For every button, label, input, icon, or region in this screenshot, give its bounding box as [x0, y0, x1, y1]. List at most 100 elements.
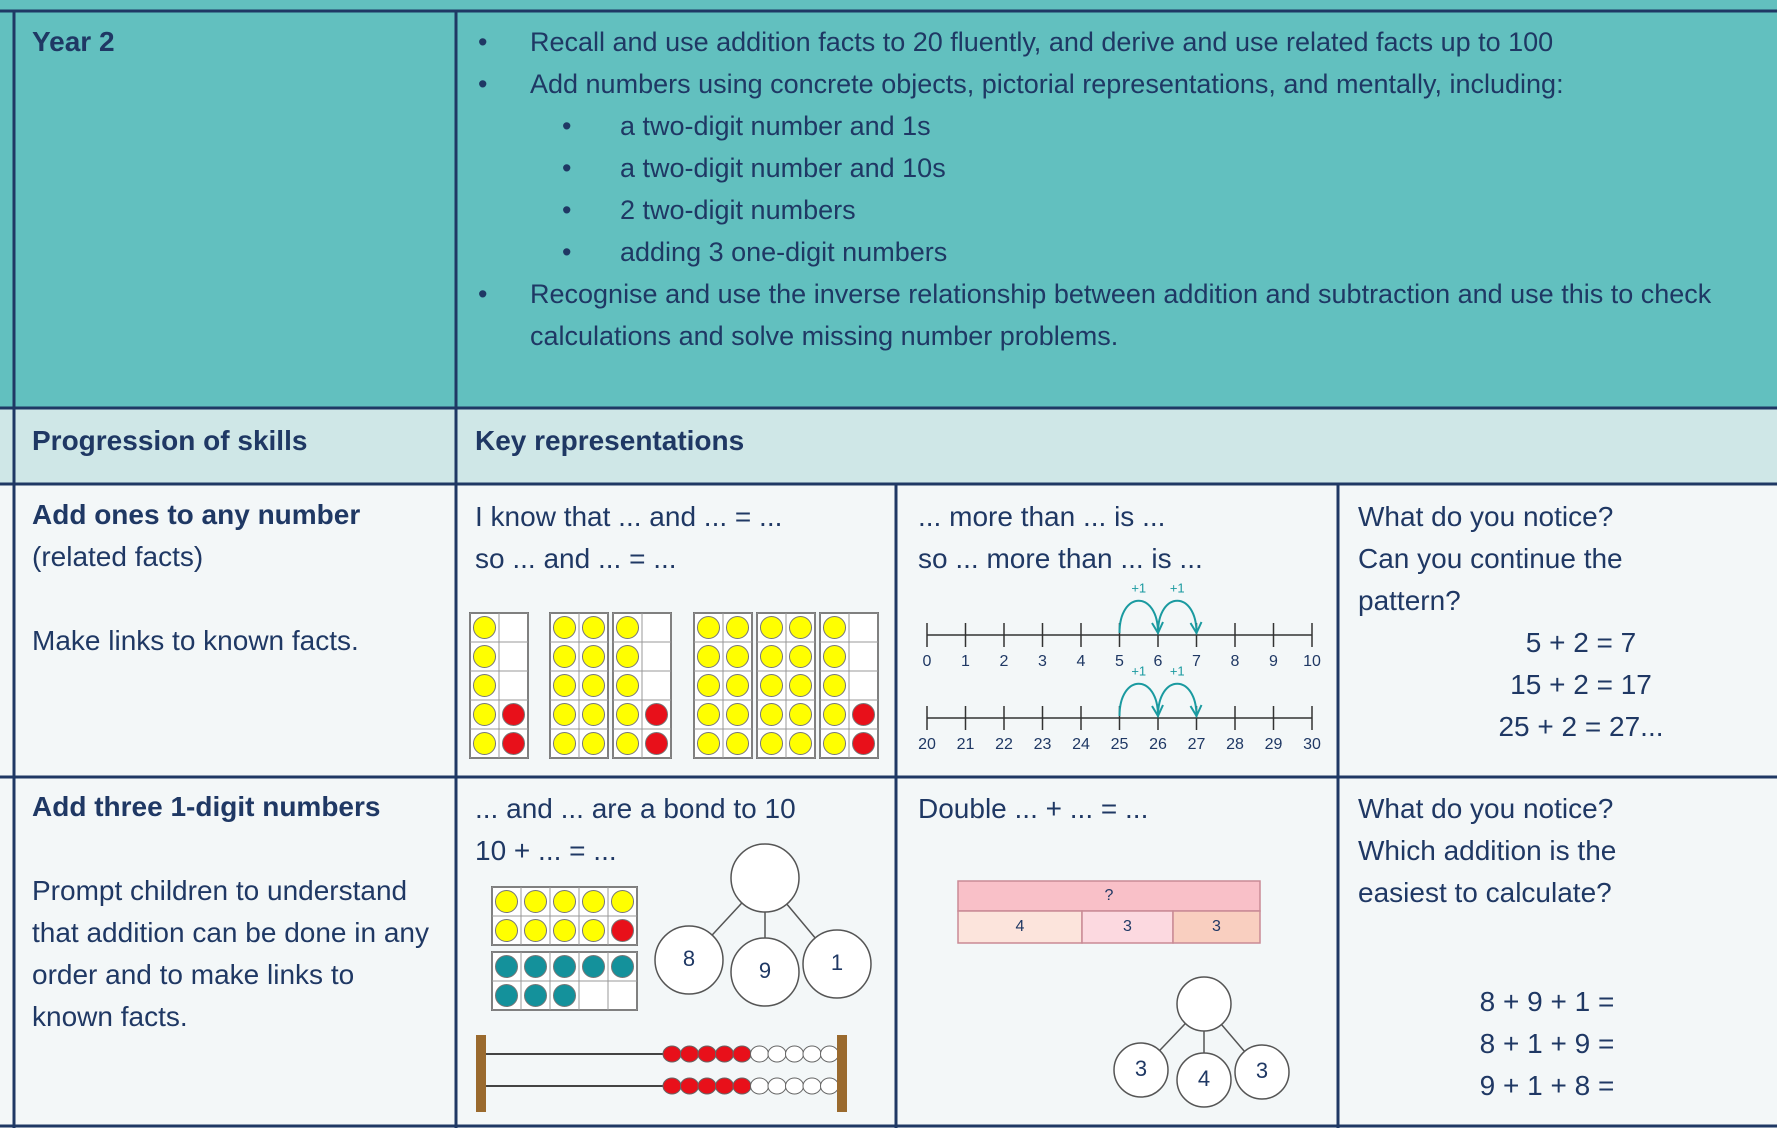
counter	[552, 954, 577, 979]
counter	[788, 673, 813, 698]
subheader-left: Progression of skills	[32, 425, 308, 456]
counter	[581, 918, 606, 943]
abacus-bead	[802, 1045, 822, 1063]
abacus-bead	[785, 1077, 804, 1095]
frame-cell	[607, 980, 638, 1011]
number-line-label: 26	[1149, 736, 1167, 753]
part-value: 9	[759, 958, 771, 983]
skill-cell: Add ones to any number (related facts) Mak…	[32, 494, 442, 662]
abacus-bead	[820, 1045, 839, 1063]
counter	[552, 889, 577, 914]
counter	[822, 644, 847, 669]
frame-cell	[498, 728, 529, 759]
number-line-label: 22	[995, 736, 1013, 753]
equation: 9 + 1 + 8 =	[1479, 1070, 1615, 1101]
number-line-label: 29	[1265, 736, 1283, 753]
bar-part-label: 3	[1212, 918, 1221, 935]
counter	[581, 731, 606, 756]
prompt-line: 10 + ... = ...	[475, 835, 617, 866]
counter	[696, 644, 721, 669]
counter	[472, 673, 497, 698]
jump-arc	[1118, 599, 1159, 634]
equation: 8 + 9 + 1 =	[1479, 986, 1615, 1017]
abacus-bead	[662, 1077, 682, 1095]
bar-part	[1172, 910, 1261, 944]
counter	[822, 731, 847, 756]
counter	[696, 702, 721, 727]
counter	[552, 731, 577, 756]
part-circle	[1234, 1044, 1290, 1100]
number-line-label: 27	[1188, 736, 1206, 753]
skill-detail: Prompt children to understand that addit…	[32, 875, 429, 1032]
part-circle	[1176, 1052, 1232, 1108]
number-line-label: 9	[1269, 653, 1278, 670]
prompt-line: I know that ... and ... = ...	[475, 501, 783, 532]
abacus-bead	[732, 1045, 752, 1063]
counter	[615, 731, 640, 756]
counter	[523, 918, 548, 943]
number-line-label: 25	[1111, 736, 1129, 753]
skill-note: (related facts)	[32, 541, 204, 572]
counter	[788, 644, 813, 669]
counter	[725, 615, 750, 640]
counter	[472, 731, 497, 756]
abacus-bead	[697, 1045, 717, 1063]
abacus-bead	[680, 1045, 699, 1063]
counter	[822, 615, 847, 640]
equation: 15 + 2 = 17	[1510, 669, 1652, 700]
counter	[523, 954, 548, 979]
counter	[581, 644, 606, 669]
counter	[494, 918, 519, 943]
part-circle	[654, 925, 724, 995]
counter	[494, 954, 519, 979]
objective-text: Recognise and use the inverse relationsh…	[530, 279, 1712, 351]
objective: • Recognise and use the inverse relations…	[470, 273, 1775, 357]
frame-cell	[848, 728, 879, 759]
counter	[581, 673, 606, 698]
bullet: •	[562, 153, 572, 183]
equation: 25 + 2 = 27...	[1498, 711, 1664, 742]
counter	[788, 615, 813, 640]
counter	[552, 702, 577, 727]
counter	[552, 673, 577, 698]
counter	[759, 702, 784, 727]
sub-objective: • 2 two-digit numbers	[470, 189, 1775, 231]
abacus-bead	[680, 1077, 699, 1095]
counter	[472, 644, 497, 669]
counter	[472, 702, 497, 727]
representation-text: What do you notice? Can you continue the …	[1358, 496, 1678, 622]
counter	[759, 644, 784, 669]
counter	[696, 731, 721, 756]
prompt-line: What do you notice?	[1358, 793, 1614, 824]
representation-text: ... and ... are a bond to 10 10 + ... = .…	[475, 788, 885, 872]
jump-arc	[1157, 599, 1198, 634]
part-value: 3	[1256, 1058, 1268, 1083]
counter	[759, 673, 784, 698]
abacus-bead	[715, 1077, 734, 1095]
part-value: 1	[831, 950, 843, 975]
counter	[472, 615, 497, 640]
frame-cell	[785, 728, 816, 759]
abacus-bead	[750, 1045, 769, 1063]
counter	[501, 702, 526, 727]
counter	[615, 644, 640, 669]
jump-arc	[1118, 682, 1159, 717]
counter	[822, 673, 847, 698]
frame-cell	[641, 728, 672, 759]
bullet: •	[562, 195, 572, 225]
bullet: •	[478, 69, 488, 99]
counter	[552, 918, 577, 943]
abacus-bead	[697, 1077, 717, 1095]
year-label: Year 2	[32, 26, 115, 57]
prompt-line: Can you continue the pattern?	[1358, 543, 1623, 616]
prompt-line: so ... more than ... is ...	[918, 543, 1203, 574]
counter	[725, 702, 750, 727]
bar-part-label: 4	[1016, 918, 1025, 935]
number-line-label: 30	[1303, 736, 1321, 753]
counter	[615, 702, 640, 727]
abacus-bead	[732, 1077, 752, 1095]
counter	[851, 702, 876, 727]
number-line-label: 21	[957, 736, 975, 753]
